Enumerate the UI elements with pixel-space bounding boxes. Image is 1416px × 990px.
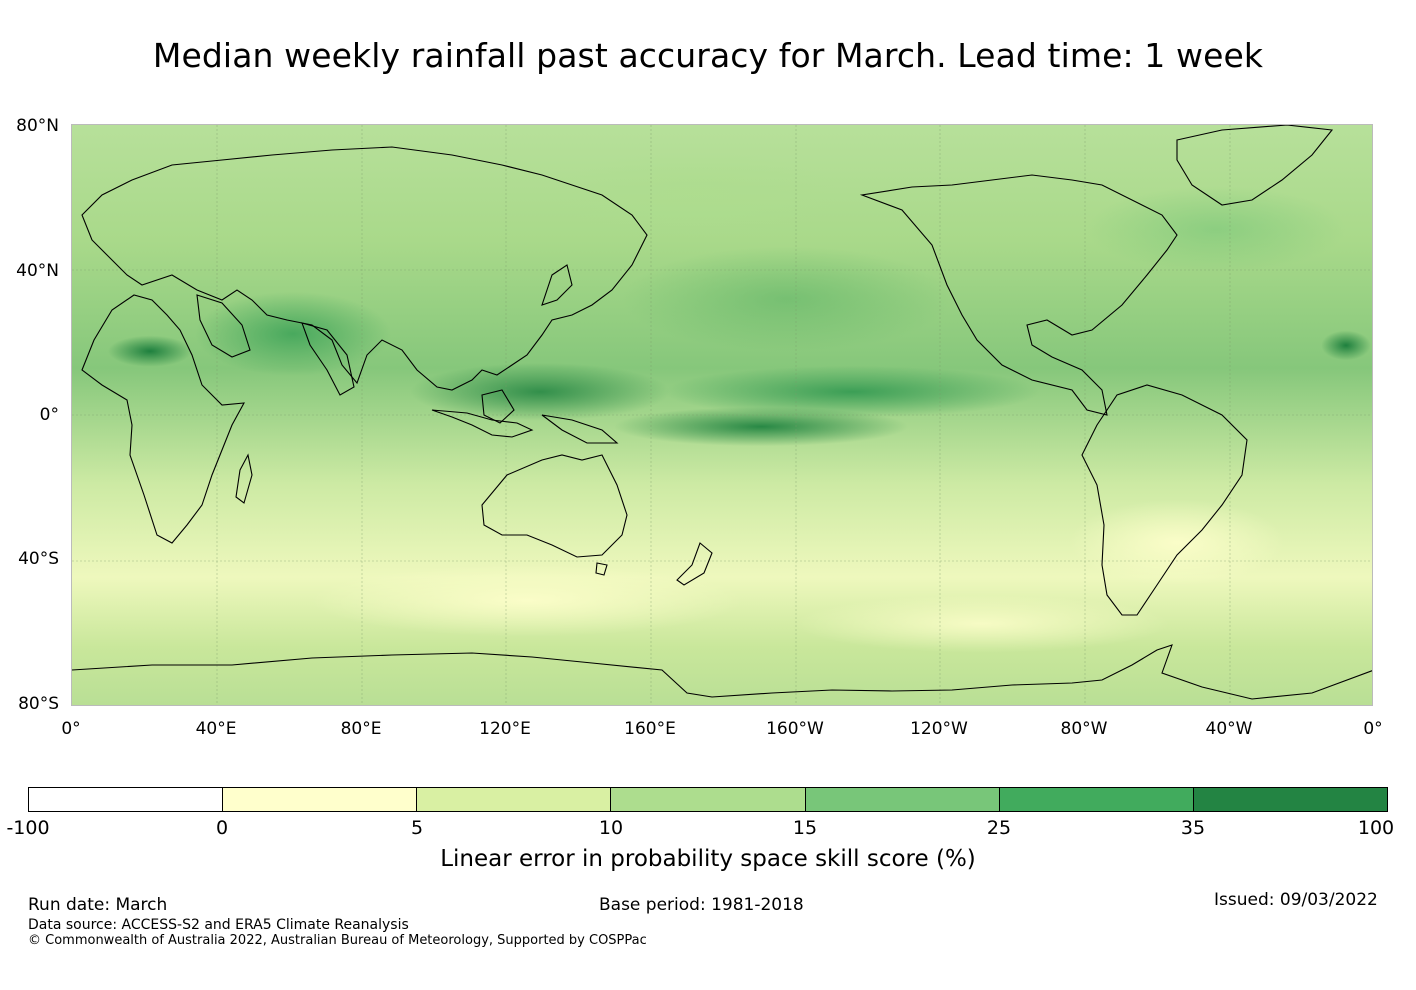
colorbar-segment [999,788,1194,811]
colorbar-segment [29,788,224,811]
coast-madagascar [235,453,253,504]
lon-label-40w: 40°W [1205,719,1253,739]
skill-score-map [71,124,1373,706]
coast-new-zealand [676,542,713,586]
chart-title: Median weekly rainfall past accuracy for… [152,36,1264,75]
colorbar-tick: 0 [215,817,229,839]
run-date: Run date: March [28,895,168,915]
graticule [72,125,1372,705]
coast-india [301,322,355,396]
colorbar-tick: 10 [598,817,624,839]
colorbar-segment [417,788,612,811]
issued-date: Issued: 09/03/2022 [1214,890,1378,910]
lon-label-160e: 160°E [624,719,676,739]
coast-south-america [1081,384,1248,616]
coast-arabia [196,294,251,358]
colorbar-tick: 35 [1180,817,1206,839]
lon-label-80e: 80°E [340,719,382,739]
base-period: Base period: 1981-2018 [599,895,804,915]
coast-borneo [481,389,515,424]
coast-north-america [859,174,1178,416]
coast-greenland [1176,125,1334,206]
colorbar-tick: -100 [6,817,50,839]
coast-africa [81,294,245,544]
lat-label-40n: 40°N [16,261,59,281]
lon-label-120w: 120°W [910,719,968,739]
lon-label-0-left: 0° [61,719,81,739]
lat-label-80s: 80°S [18,694,59,714]
colorbar-label: Linear error in probability space skill … [440,846,976,872]
lat-label-80n: 80°N [16,116,59,136]
coast-tasmania [595,562,608,576]
colorbar-tick: 15 [792,817,818,839]
colorbar [28,787,1388,812]
colorbar-segment [223,788,418,811]
map-overlay [72,125,1372,705]
coast-japan [541,264,573,306]
colorbar-segment [611,788,806,811]
lat-label-40s: 40°S [18,549,59,569]
lon-label-80w: 80°W [1060,719,1108,739]
lon-label-160w: 160°W [766,719,824,739]
coast-new-guinea [541,414,619,444]
coast-indonesia [431,409,534,438]
lat-label-equator: 0° [39,405,59,425]
colorbar-tick: 100 [1357,817,1395,839]
data-source: Data source: ACCESS-S2 and ERA5 Climate … [28,917,409,933]
colorbar-segment [805,788,1000,811]
coast-antarctica [72,644,1372,700]
coast-australia [481,454,628,558]
lon-label-120e: 120°E [479,719,531,739]
coast-eurasia-north [81,146,648,391]
copyright: © Commonwealth of Australia 2022, Austra… [28,933,647,948]
colorbar-tick: 25 [986,817,1012,839]
lon-label-0-right: 0° [1363,719,1383,739]
lon-label-40e: 40°E [195,719,237,739]
coastlines [72,125,1372,700]
colorbar-tick: 5 [410,817,424,839]
colorbar-segment [1193,788,1387,811]
